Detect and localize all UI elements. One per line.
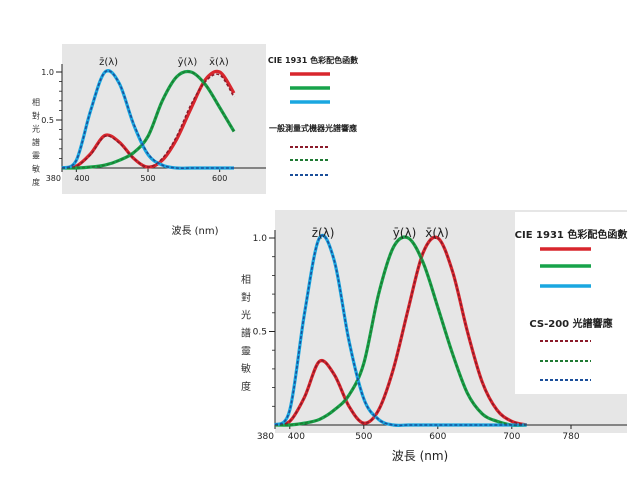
y-axis-label-char: 對 <box>241 291 251 304</box>
y-axis-label-char: 敏 <box>32 164 40 174</box>
series-line-4 <box>61 73 235 169</box>
y-axis-label-char: 相 <box>241 273 251 286</box>
legend-box <box>515 212 627 394</box>
y-axis-label-char: 譜 <box>32 137 40 147</box>
legend-title-dashed: 一般測量式機器光譜響應 <box>269 123 357 133</box>
legend-title-solid: CIE 1931 色彩配色函數 <box>515 228 628 241</box>
y-axis-label-char: 靈 <box>32 151 40 160</box>
legend-title-solid: CIE 1931 色彩配色函數 <box>268 55 358 65</box>
y-axis-label-char: 對 <box>32 110 40 120</box>
series-line-3 <box>61 69 234 170</box>
y-tick-label: 0.5 <box>41 116 54 125</box>
curve-label: z̄(λ) <box>312 226 335 240</box>
y-axis-label-char: 譜 <box>241 327 251 340</box>
series-line-4 <box>274 236 527 426</box>
x-tick-label: 400 <box>74 174 89 183</box>
series-line-5 <box>274 236 527 427</box>
x-tick-label: 500 <box>140 174 155 183</box>
y-tick-label: 0.5 <box>253 328 267 338</box>
curve-label: x̄(λ) <box>209 57 229 68</box>
series-line-6 <box>274 234 527 427</box>
y-axis-label-char: 度 <box>241 380 251 393</box>
x-tick-label: 380 <box>257 432 274 442</box>
curve-label: ȳ(λ) <box>178 57 198 68</box>
y-axis-label-char: 靈 <box>241 345 251 357</box>
x-tick-label: 400 <box>288 432 305 442</box>
x-tick-label: 780 <box>562 432 579 442</box>
x-axis-label: 波長 (nm) <box>392 449 448 463</box>
x-tick-label: 380 <box>46 174 61 183</box>
x-tick-label: 600 <box>212 174 227 183</box>
x-tick-label: 700 <box>503 432 520 442</box>
curve-label: z̄(λ) <box>99 57 118 68</box>
y-axis-label-char: 敏 <box>241 362 251 375</box>
x-axis-label: 波長 (nm) <box>171 224 218 237</box>
series-line-5 <box>61 70 235 169</box>
y-axis-label-char: 度 <box>32 177 40 187</box>
legend-box <box>266 44 360 194</box>
legend: CIE 1931 色彩配色函數 CS-200 光譜響應 <box>515 212 628 394</box>
legend-title-dashed: CS-200 光譜響應 <box>529 317 612 330</box>
y-axis-label-char: 相 <box>32 97 40 107</box>
series-line-6 <box>61 69 234 170</box>
x-tick-label: 600 <box>429 432 446 442</box>
curve-label: ȳ(λ) <box>393 226 417 240</box>
y-tick-label: 1.0 <box>253 234 268 244</box>
y-axis-label-char: 光 <box>32 124 40 134</box>
y-tick-label: 1.0 <box>41 68 54 77</box>
curve-label: x̄(λ) <box>425 226 449 240</box>
y-axis-label-char: 光 <box>241 309 251 322</box>
x-tick-label: 500 <box>355 432 372 442</box>
